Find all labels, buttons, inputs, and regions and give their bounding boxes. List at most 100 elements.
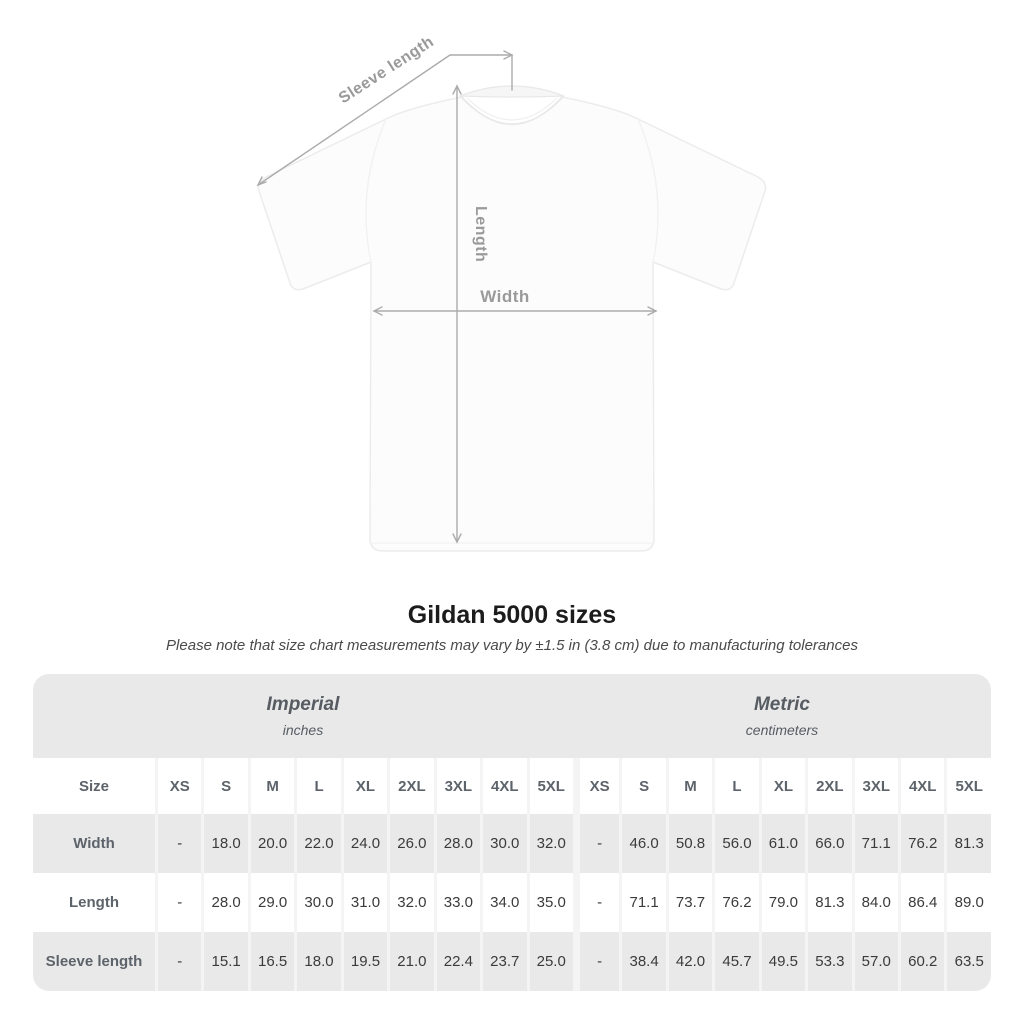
- cell: 81.3: [805, 873, 852, 932]
- tolerance-note: Please note that size chart measurements…: [166, 637, 858, 654]
- cell: 84.0: [851, 873, 898, 932]
- size-diagram: Sleeve length Length Width: [256, 33, 767, 552]
- imperial-unit: inches: [282, 722, 324, 738]
- cell: 81.3: [944, 814, 991, 873]
- cell: 25.0: [526, 932, 573, 991]
- cell: 42.0: [665, 932, 713, 991]
- cell: 28.0: [201, 873, 248, 932]
- unit-band-row: Imperial inches Metric centimeters: [33, 674, 991, 758]
- sleeve-length-label: Sleeve length: [336, 33, 437, 107]
- metric-unit: centimeters: [745, 722, 819, 738]
- cell: 33.0: [433, 873, 481, 932]
- metric-heading: Metric: [753, 694, 810, 715]
- col-metric-3xl: 3XL: [851, 758, 898, 814]
- cell: 26.0: [387, 814, 434, 873]
- cell: 61.0: [758, 814, 806, 873]
- cell: 63.5: [944, 932, 991, 991]
- cell: -: [155, 814, 202, 873]
- cell: 46.0: [619, 814, 666, 873]
- cell: 45.7: [712, 932, 759, 991]
- cell: 56.0: [712, 814, 759, 873]
- cell: 16.5: [247, 932, 295, 991]
- col-metric-5xl: 5XL: [944, 758, 991, 814]
- cell: 86.4: [898, 873, 945, 932]
- cell: 49.5: [758, 932, 806, 991]
- col-imperial-m: M: [247, 758, 295, 814]
- col-imperial-3xl: 3XL: [433, 758, 481, 814]
- metric-band: Metric centimeters: [572, 674, 991, 758]
- cell: 22.4: [433, 932, 481, 991]
- size-table: Imperial inches Metric centimeters Size …: [33, 674, 991, 991]
- left-armhole-seam: [365, 118, 387, 263]
- cell: 29.0: [247, 873, 295, 932]
- col-imperial-xs: XS: [155, 758, 202, 814]
- cell: 30.0: [294, 873, 341, 932]
- col-metric-xl: XL: [758, 758, 806, 814]
- cell: 22.0: [294, 814, 341, 873]
- cell: 66.0: [805, 814, 852, 873]
- col-metric-2xl: 2XL: [805, 758, 852, 814]
- table-row-sleeve-length: Sleeve length - 15.1 16.5 18.0 19.5 21.0…: [33, 932, 991, 991]
- row-label-length: Length: [33, 873, 155, 932]
- table-row-length: Length - 28.0 29.0 30.0 31.0 32.0 33.0 3…: [33, 873, 991, 932]
- width-arrow: [372, 306, 658, 316]
- cell: 76.2: [898, 814, 945, 873]
- cell: 30.0: [480, 814, 527, 873]
- cell: -: [572, 814, 620, 873]
- cell: 73.7: [665, 873, 713, 932]
- cell: 71.1: [851, 814, 898, 873]
- cell: -: [155, 873, 202, 932]
- cell: 71.1: [619, 873, 666, 932]
- cell: 18.0: [201, 814, 248, 873]
- collar-outer-seam: [459, 95, 565, 125]
- cell: 50.8: [665, 814, 713, 873]
- cell: 53.3: [805, 932, 852, 991]
- col-imperial-5xl: 5XL: [526, 758, 573, 814]
- cell: -: [572, 873, 620, 932]
- cell: 24.0: [340, 814, 388, 873]
- tshirt-silhouette: [257, 85, 767, 552]
- collar-inner-seam: [466, 97, 558, 121]
- table-row-width: Width - 18.0 20.0 22.0 24.0 26.0 28.0 30…: [33, 814, 991, 873]
- cell: 20.0: [247, 814, 295, 873]
- cell: 18.0: [294, 932, 341, 991]
- col-imperial-l: L: [294, 758, 341, 814]
- cell: 28.0: [433, 814, 481, 873]
- col-imperial-2xl: 2XL: [387, 758, 434, 814]
- cell: 32.0: [387, 873, 434, 932]
- cell: 21.0: [387, 932, 434, 991]
- cell: 15.1: [201, 932, 248, 991]
- tshirt-image: Sleeve length Length Width: [256, 33, 767, 552]
- row-label-width: Width: [33, 814, 155, 873]
- row-label-sleeve-length: Sleeve length: [33, 932, 155, 991]
- cell: 57.0: [851, 932, 898, 991]
- cell: 32.0: [526, 814, 573, 873]
- col-metric-4xl: 4XL: [898, 758, 945, 814]
- size-column-header: Size: [33, 758, 155, 814]
- col-imperial-4xl: 4XL: [480, 758, 527, 814]
- page-title: Gildan 5000 sizes: [407, 601, 617, 629]
- imperial-band: Imperial inches: [33, 674, 573, 758]
- cell: 38.4: [619, 932, 666, 991]
- col-imperial-s: S: [201, 758, 248, 814]
- col-imperial-xl: XL: [340, 758, 388, 814]
- col-metric-xs: XS: [572, 758, 620, 814]
- width-label: Width: [480, 287, 530, 306]
- cell: -: [155, 932, 202, 991]
- cell: 23.7: [480, 932, 527, 991]
- size-header-row: Size XS S M L XL 2XL 3XL 4XL 5XL XS S M …: [33, 758, 991, 814]
- cell: -: [572, 932, 620, 991]
- col-metric-m: M: [665, 758, 713, 814]
- cell: 35.0: [526, 873, 573, 932]
- sleeve-length-arrow: [256, 50, 514, 187]
- cell: 76.2: [712, 873, 759, 932]
- cell: 19.5: [340, 932, 388, 991]
- length-label: Length: [472, 206, 489, 262]
- right-armhole-seam: [637, 118, 659, 263]
- cell: 34.0: [480, 873, 527, 932]
- imperial-heading: Imperial: [266, 694, 340, 715]
- cell: 60.2: [898, 932, 945, 991]
- cell: 31.0: [340, 873, 388, 932]
- length-arrow: [452, 84, 462, 544]
- cell: 89.0: [944, 873, 991, 932]
